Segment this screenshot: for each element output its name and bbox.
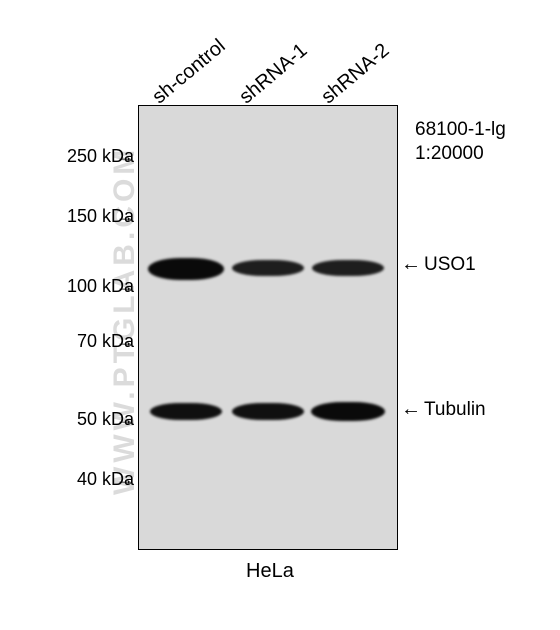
watermark-text: WWW.PTGLAB.COM: [108, 146, 142, 495]
band-tubulin-lane1: [150, 403, 222, 420]
lane-label-shrna-1: shRNA-1: [235, 39, 312, 109]
lane-label-sh-control: sh-control: [148, 35, 230, 109]
band-tubulin-lane2: [232, 403, 304, 420]
mw-arrow-icon: →: [116, 409, 134, 430]
blot-membrane: [138, 105, 398, 550]
cell-line-label: HeLa: [246, 560, 294, 583]
antibody-info: 68100-1-lg 1:20000: [415, 118, 506, 166]
band-uso1-lane2: [232, 260, 304, 276]
antibody-dilution: 1:20000: [415, 142, 506, 166]
western-blot-figure: WWW.PTGLAB.COM 250 kDa → 150 kDa → 100 k…: [0, 0, 560, 630]
mw-arrow-icon: →: [116, 206, 134, 227]
left-arrow-icon: ←: [401, 398, 421, 421]
target-label-tubulin: Tubulin: [424, 399, 486, 421]
mw-arrow-icon: →: [116, 469, 134, 490]
lane-label-shrna-2: shRNA-2: [317, 39, 394, 109]
left-arrow-icon: ←: [401, 253, 421, 276]
mw-arrow-icon: →: [116, 331, 134, 352]
antibody-catalog: 68100-1-lg: [415, 118, 506, 142]
band-tubulin-lane3: [311, 402, 385, 421]
mw-arrow-icon: →: [116, 146, 134, 167]
band-uso1-lane3: [312, 260, 384, 276]
band-uso1-lane1: [148, 258, 224, 280]
mw-arrow-icon: →: [116, 276, 134, 297]
target-label-uso1: USO1: [424, 254, 476, 276]
